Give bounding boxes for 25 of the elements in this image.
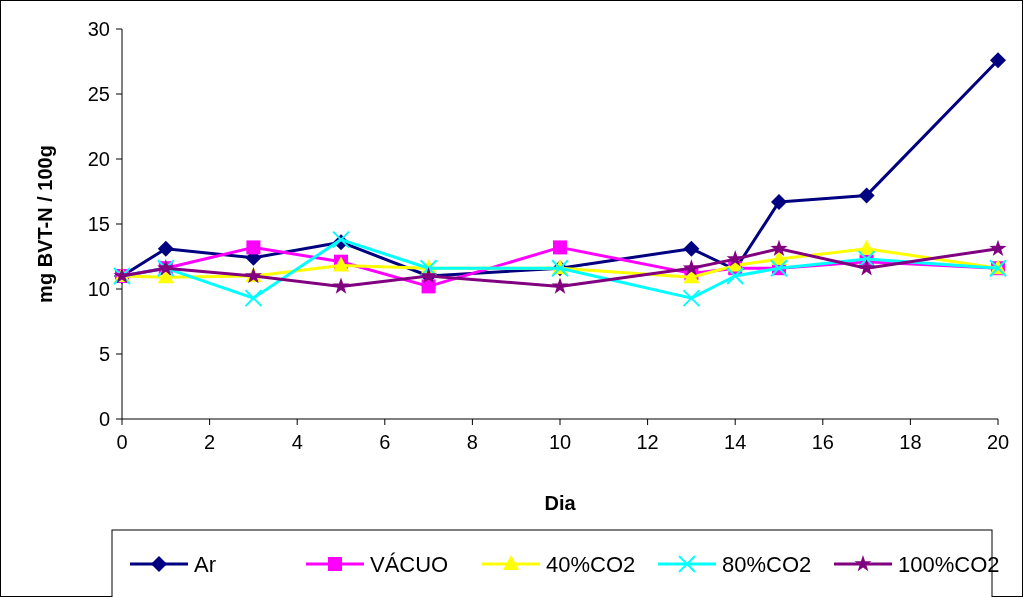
x-tick-label: 12 (636, 431, 659, 453)
y-tick-label: 15 (87, 213, 110, 235)
x-tick-label: 10 (548, 431, 572, 453)
y-tick-label: 10 (87, 278, 110, 300)
legend-label: 100%CO2 (898, 551, 1000, 577)
x-tick-label: 8 (466, 431, 478, 453)
legend-label: 80%CO2 (722, 551, 812, 577)
x-tick-label: 6 (379, 431, 391, 453)
x-tick-label: 14 (724, 431, 747, 453)
legend-label: VÁCUO (370, 551, 449, 577)
x-tick-label: 2 (204, 431, 216, 453)
y-tick-label: 0 (98, 408, 110, 430)
x-tick-label: 16 (811, 431, 834, 453)
y-tick-label: 30 (87, 18, 110, 40)
y-tick-label: 20 (87, 148, 110, 170)
legend-label: 40%CO2 (546, 551, 636, 577)
y-tick-label: 25 (87, 83, 110, 105)
x-tick-label: 18 (899, 431, 922, 453)
x-axis-title: Dia (544, 492, 577, 514)
x-tick-label: 20 (986, 431, 1010, 453)
legend-label: Ar (194, 551, 216, 577)
x-tick-label: 4 (291, 431, 303, 453)
y-axis-title: mg BVT-N / 100g (34, 145, 56, 303)
x-tick-label: 0 (116, 431, 128, 453)
y-tick-label: 5 (98, 343, 110, 365)
